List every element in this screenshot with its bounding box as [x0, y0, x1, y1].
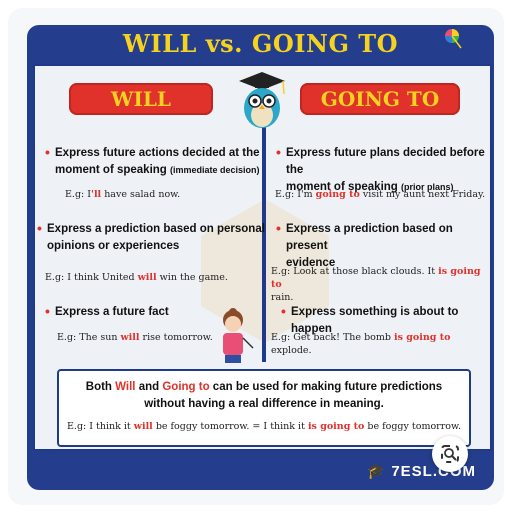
example-prefix: E.g:: [271, 266, 294, 277]
summary-example-highlight: is going to: [307, 421, 365, 432]
example-text: Look at those black clouds. It: [293, 266, 439, 277]
going-to-example-3: E.g: Get back! The bomb is going to expl…: [271, 331, 489, 357]
logo-mark: 7ESL: [391, 463, 433, 480]
example-highlight: is going to: [271, 266, 481, 290]
bullet-icon: •: [45, 303, 50, 319]
example-text: I think United: [67, 272, 138, 283]
lens-search-icon: [441, 445, 459, 463]
pinwheel-icon: [445, 29, 462, 49]
example-text: have salad now.: [101, 189, 181, 200]
rule-text: Express a prediction based on personal: [47, 223, 265, 235]
example-text: visit my aunt next Friday.: [359, 189, 486, 200]
rule-text: evidence: [286, 257, 336, 269]
rule-text: Express future plans decided before the: [286, 147, 485, 176]
graduation-cap-icon: 🎓: [366, 463, 387, 480]
teacher-illustration-icon: [223, 308, 254, 363]
going-to-rule-3: • Express something is about to happen: [281, 303, 490, 338]
example-prefix: E.g:: [275, 189, 298, 200]
summary-highlight: Going to: [162, 381, 210, 393]
summary-example: E.g: I think it will be foggy tomorrow. …: [59, 421, 469, 432]
example-text: win the game.: [156, 272, 228, 283]
example-highlight: 'll: [91, 189, 102, 200]
example-highlight: going to: [315, 189, 360, 200]
will-example-3: E.g: The sun will rise tomorrow.: [57, 331, 227, 344]
rule-note: (prior plans): [401, 182, 454, 192]
page-title: WILL vs. GOING TO: [122, 29, 399, 58]
infographic-card: WILL vs. GOING TO WILL GOING TO •: [27, 25, 494, 490]
content-panel: WILL GOING TO • Express future actions d…: [33, 64, 492, 451]
going-to-header: GOING TO: [300, 83, 460, 115]
rule-text: opinions or experiences: [47, 240, 180, 252]
summary-part: Both: [85, 381, 116, 393]
example-prefix: E.g:: [57, 332, 80, 343]
rule-text: Express a prediction based on present: [286, 223, 453, 252]
example-text: rise tomorrow.: [139, 332, 213, 343]
rule-text: Express future actions decided at the: [55, 147, 260, 159]
bullet-icon: •: [45, 144, 50, 160]
summary-highlight: Will: [115, 381, 136, 393]
example-text: I'm: [297, 189, 316, 200]
summary-example-part: be foggy tomorrow.: [364, 421, 461, 432]
example-text: rain.: [271, 292, 294, 303]
example-highlight: will: [120, 332, 140, 343]
summary-box: Both Will and Going to can be used for m…: [57, 369, 471, 447]
will-example-2: E.g: I think United will win the game.: [45, 271, 265, 284]
summary-example-part: E.g: I think it: [67, 421, 134, 432]
rule-text: moment of speaking: [55, 164, 167, 176]
summary-text: Both Will and Going to can be used for m…: [69, 379, 459, 413]
going-to-example-1: E.g: I'm going to visit my aunt next Fri…: [275, 188, 490, 201]
summary-example-highlight: will: [133, 421, 153, 432]
bullet-icon: •: [281, 303, 286, 319]
example-text: Get back! The bomb: [293, 332, 394, 343]
will-rule-2: • Express a prediction based on personal…: [37, 220, 267, 255]
will-rule-1: • Express future actions decided at the …: [45, 144, 265, 179]
summary-example-part: be foggy tomorrow. = I think it: [152, 421, 308, 432]
visual-search-button[interactable]: [432, 436, 468, 472]
example-prefix: E.g:: [271, 332, 294, 343]
example-highlight: is going to: [393, 332, 451, 343]
bullet-icon: •: [276, 220, 281, 236]
example-text: explode.: [271, 345, 312, 356]
summary-part: and: [135, 381, 163, 393]
summary-part: can be used for making future prediction…: [144, 381, 443, 410]
example-prefix: E.g:: [45, 272, 68, 283]
rule-text: Express something is about to happen: [291, 306, 459, 335]
rule-note: (immediate decision): [170, 165, 260, 175]
rule-text: Express a future fact: [55, 306, 169, 318]
going-to-example-2: E.g: Look at those black clouds. It is g…: [271, 265, 489, 304]
column-divider: [262, 116, 266, 362]
example-text: I: [87, 189, 92, 200]
rule-text: moment of speaking: [286, 181, 398, 193]
owl-graduate-icon: [239, 72, 285, 128]
going-to-rule-1: • Express future plans decided before th…: [276, 144, 490, 196]
will-example-1: E.g: I'll have salad now.: [65, 188, 265, 201]
example-text: The sun: [79, 332, 121, 343]
will-header: WILL: [69, 83, 213, 115]
going-to-rule-2: • Express a prediction based on present …: [276, 220, 490, 272]
example-prefix: E.g:: [65, 189, 88, 200]
bullet-icon: •: [276, 144, 281, 160]
will-rule-3: • Express a future fact: [45, 303, 215, 321]
example-highlight: will: [137, 272, 157, 283]
bullet-icon: •: [37, 220, 42, 236]
